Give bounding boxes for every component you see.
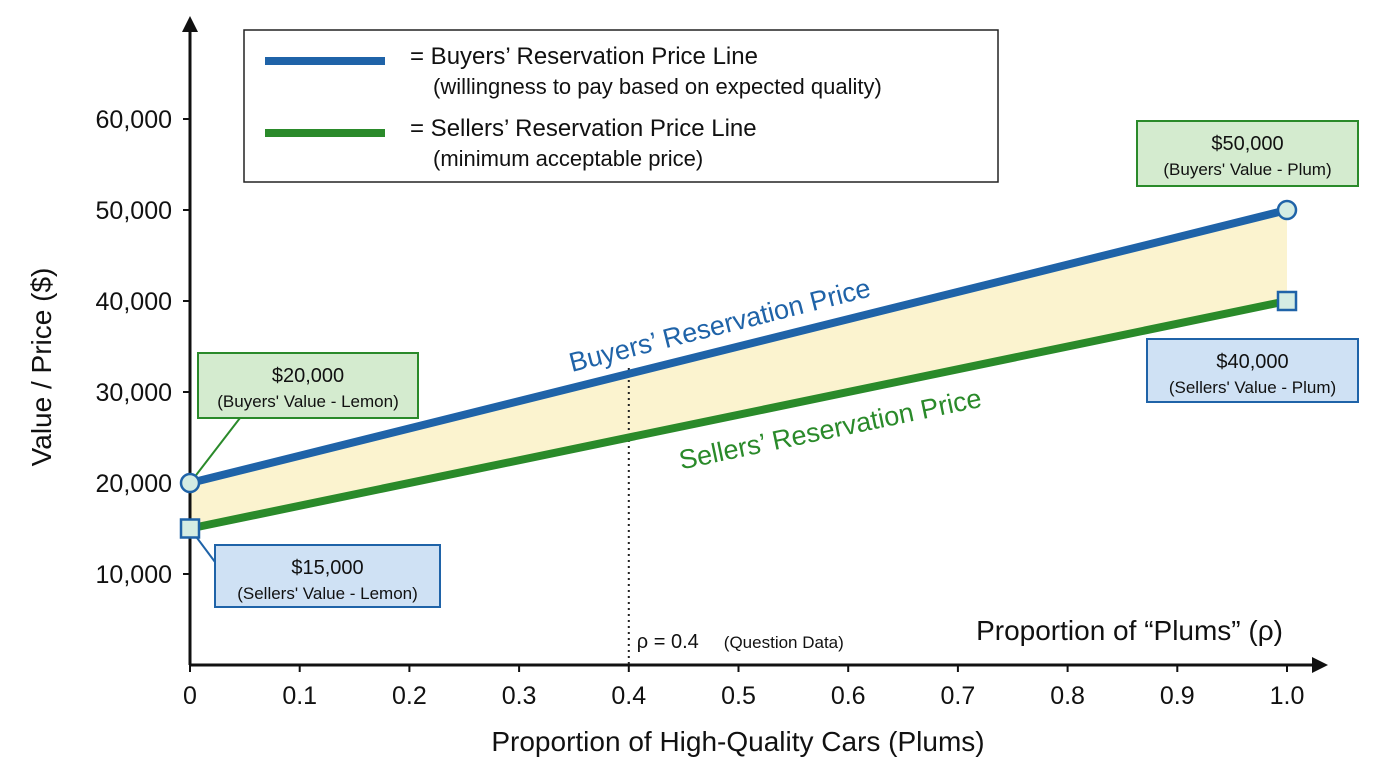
x-tick-label: 0.5 [721,682,756,710]
legend-sublabel: (minimum acceptable price) [433,146,703,171]
sellers-plum-callout-value: $40,000 [1216,351,1288,373]
callouts-layer: $20,000 (Buyers' Value - Lemon) $15,000 (Se… [189,120,1359,608]
sellers-plum-marker [1276,290,1298,312]
x-tick-label: 0.7 [941,682,976,710]
series-lines-layer [186,206,1291,533]
buyers-plum-marker [1276,199,1298,221]
shaded-band-layer [190,210,1287,529]
y-tick-label: 20,000 [96,470,172,498]
buyers-lemon-callout-value: $20,000 [272,365,344,387]
buyers-lemon-callout-box [197,352,419,419]
rho-marker-sub: (Question Data) [724,633,844,652]
y-tick-label: 10,000 [96,561,172,589]
buyers-plum-callout-box [1136,120,1359,187]
buyers-lemon-marker [179,472,201,494]
legend-label: = Sellers’ Reservation Price Line [410,115,757,142]
x-tick-label: 1.0 [1270,682,1305,710]
axis-note: Proportion of “Plums” (ρ) [976,615,1283,646]
x-tick-label: 0.2 [392,682,427,710]
buyers-plum-callout-value: $50,000 [1211,133,1283,155]
sellers-lemon-callout-value: $15,000 [291,557,363,579]
y-axis-title: Value / Price ($) [26,268,57,467]
x-tick-label: 0 [183,682,197,710]
sellers-plum-callout-box [1146,338,1359,403]
buyers-lemon-callout-sub: (Buyers' Value - Lemon) [217,392,399,411]
buyers-line [186,206,1291,487]
y-tick-label: 60,000 [96,106,172,134]
markers-layer [179,199,1298,539]
legend: = Buyers’ Reservation Price Line (willing… [243,29,999,183]
x-tick-label: 0.6 [831,682,866,710]
y-tick-label: 40,000 [96,288,172,316]
sellers-lemon-callout-box [214,544,441,608]
x-tick-label: 0.1 [282,682,317,710]
buyers-lemon-callout-leader [189,417,241,484]
shaded-band [190,210,1287,529]
buyers-plum-callout-sub: (Buyers' Value - Plum) [1163,160,1331,179]
axes-layer: 0 0.1 0.2 0.3 0.4 0.5 0.6 0.7 0.8 0.9 1.0 10,000 20,… [26,16,1328,757]
x-tick-label: 0.8 [1050,682,1085,710]
x-tick-label: 0.9 [1160,682,1195,710]
rho-marker-label: ρ = 0.4 [637,631,699,653]
legend-label: = Buyers’ Reservation Price Line [410,43,758,70]
x-axis-title: Proportion of High-Quality Cars (Plums) [491,726,984,757]
sellers-lemon-marker [179,518,201,539]
y-tick-label: 30,000 [96,379,172,407]
legend-box [243,29,999,183]
legend-sublabel: (willingness to pay based on expected qu… [433,74,882,99]
y-tick-label: 50,000 [96,197,172,225]
sellers-line [186,297,1291,533]
sellers-lemon-callout-sub: (Sellers' Value - Lemon) [237,584,418,603]
y-axis-arrow [182,16,198,32]
x-tick-label: 0.3 [502,682,537,710]
x-axis-arrow [1312,657,1328,673]
x-tick-label: 0.4 [611,682,646,710]
sellers-plum-callout-sub: (Sellers' Value - Plum) [1169,378,1336,397]
